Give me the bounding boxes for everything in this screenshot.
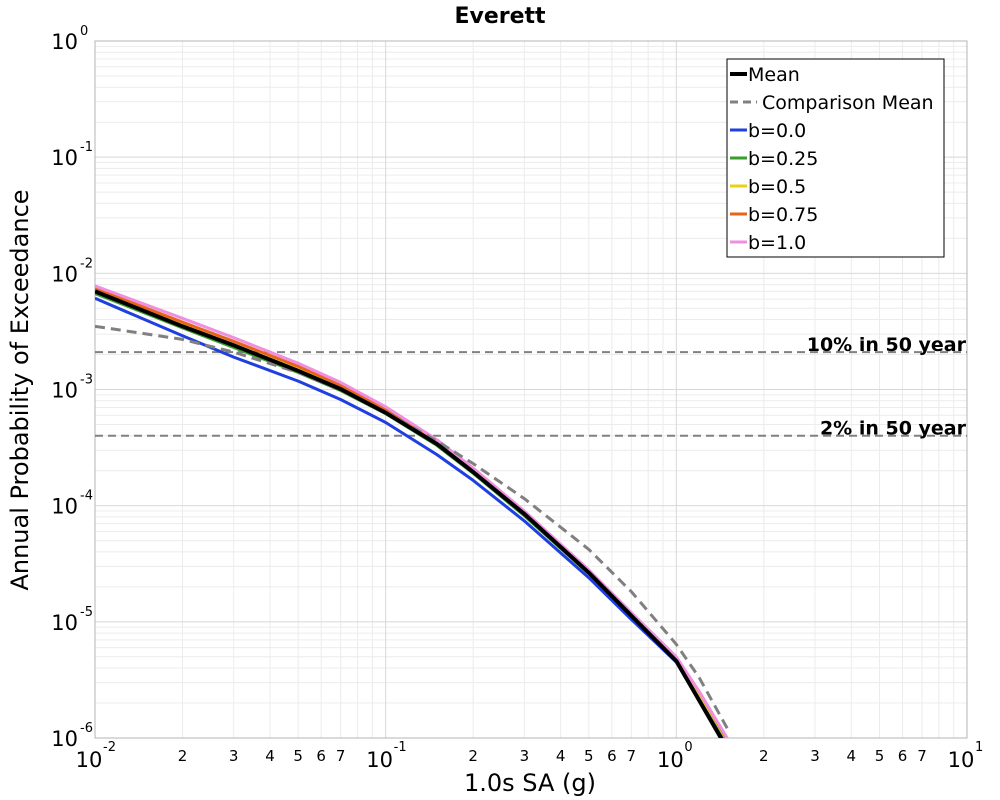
- x-minor-tick-label: 6: [316, 747, 326, 765]
- y-tick-exponent: 0: [80, 24, 88, 39]
- y-tick-exponent: -5: [80, 605, 93, 620]
- y-tick-label: 10 -5: [51, 605, 93, 635]
- legend-label: b=0.0: [748, 120, 806, 142]
- legend-label: b=0.5: [748, 176, 806, 198]
- series-line-b-0-25: [95, 292, 728, 738]
- x-tick-base: 10: [948, 748, 975, 772]
- legend-label: Comparison Mean: [762, 92, 934, 114]
- x-minor-tick-label: 3: [520, 747, 530, 765]
- series-line-mean: [95, 289, 724, 738]
- x-tick-base: 10: [657, 748, 684, 772]
- x-tick-label: 10-1: [366, 740, 406, 772]
- x-minor-tick-label: 4: [556, 747, 566, 765]
- y-tick-base: 10: [51, 727, 78, 751]
- legend-item: b=1.0: [730, 232, 806, 254]
- x-minor-tick-label: 3: [229, 747, 239, 765]
- legend-item: Comparison Mean: [730, 92, 934, 114]
- y-tick-base: 10: [51, 379, 78, 403]
- y-tick-label: 10 -3: [51, 373, 93, 403]
- legend-item: b=0.5: [730, 176, 806, 198]
- series-line-b-0-0: [95, 296, 727, 738]
- x-minor-tick-label: 2: [178, 747, 188, 765]
- x-axis-label: 1.0s SA (g): [464, 769, 596, 797]
- x-tick-exponent: 0: [684, 740, 692, 755]
- x-tick-base: 10: [76, 748, 103, 772]
- series-line-b-0-75: [95, 287, 729, 738]
- x-minor-tick-label: 4: [265, 747, 275, 765]
- y-tick-exponent: -1: [80, 140, 93, 155]
- y-tick-exponent: -3: [80, 373, 93, 388]
- x-tick-exponent: 1: [975, 740, 983, 755]
- chart-title: Everett: [454, 4, 546, 29]
- legend-label: b=0.25: [748, 148, 818, 170]
- y-tick-exponent: -4: [80, 489, 93, 504]
- x-minor-tick-label: 2: [759, 747, 769, 765]
- y-tick-label: 10 -1: [51, 140, 93, 170]
- x-tick-label: 101: [948, 740, 984, 772]
- y-tick-exponent: -6: [80, 721, 93, 736]
- x-minor-tick-label: 5: [875, 747, 885, 765]
- y-tick-exponent: -2: [80, 256, 93, 271]
- legend-label: Mean: [748, 64, 800, 86]
- y-tick-base: 10: [51, 146, 78, 170]
- plot-frame: [94, 40, 968, 739]
- legend-item: b=0.0: [730, 120, 806, 142]
- y-tick-base: 10: [51, 611, 78, 635]
- series-line-b-0-5: [95, 289, 728, 738]
- x-tick-base: 10: [366, 748, 393, 772]
- legend-label: b=1.0: [748, 232, 806, 254]
- y-tick-base: 10: [51, 262, 78, 286]
- legend-item: b=0.75: [730, 204, 818, 226]
- legend-box: [726, 58, 945, 258]
- x-minor-tick-label: 7: [917, 747, 927, 765]
- x-minor-tick-label: 6: [607, 747, 617, 765]
- y-tick-label: 10 -6: [51, 721, 93, 751]
- x-minor-tick-label: 5: [293, 747, 303, 765]
- reference-line-label: 10% in 50 year: [807, 334, 967, 356]
- y-tick-label: 10 -4: [51, 489, 93, 519]
- x-minor-tick-label: 5: [584, 747, 594, 765]
- y-tick-label: 10 -2: [51, 256, 93, 286]
- x-tick-label: 10-2: [76, 740, 116, 772]
- legend-item: Mean: [730, 64, 800, 86]
- series-line-comparison-mean: [95, 324, 729, 730]
- x-tick-exponent: -2: [103, 740, 116, 755]
- x-minor-tick-label: 7: [627, 747, 637, 765]
- legend: Mean Comparison Mean b=0.0 b=0.25 b=0.5 b=0.7…: [726, 58, 945, 258]
- y-axis-label: Annual Probability of Exceedance: [6, 189, 34, 590]
- y-tick-base: 10: [51, 495, 78, 519]
- y-tick-base: 10: [51, 30, 78, 54]
- x-tick-exponent: -1: [394, 740, 407, 755]
- x-minor-tick-label: 2: [468, 747, 478, 765]
- x-tick-label: 100: [657, 740, 693, 772]
- x-minor-tick-label: 7: [336, 747, 346, 765]
- reference-line-label: 2% in 50 year: [820, 418, 967, 440]
- x-minor-tick-label: 3: [810, 747, 820, 765]
- x-minor-tick-label: 6: [898, 747, 908, 765]
- series-line-b-1-0: [95, 284, 729, 738]
- x-minor-tick-label: 4: [847, 747, 857, 765]
- y-tick-label: 10 0: [51, 24, 88, 54]
- legend-label: b=0.75: [748, 204, 818, 226]
- legend-item: b=0.25: [730, 148, 818, 170]
- series-group: [95, 284, 729, 738]
